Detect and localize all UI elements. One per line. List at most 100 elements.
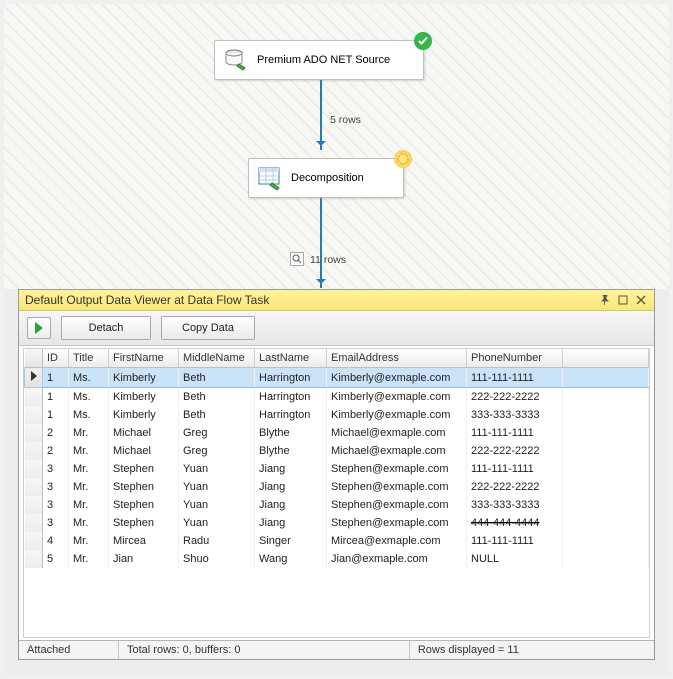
row-selector[interactable]: [25, 496, 43, 514]
cell-last[interactable]: Wang: [255, 550, 327, 568]
cell-middle[interactable]: Shuo: [179, 550, 255, 568]
cell-phone[interactable]: 111-111-1111: [467, 460, 563, 478]
cell-middle[interactable]: Greg: [179, 442, 255, 460]
cell-email[interactable]: Jian@exmaple.com: [327, 550, 467, 568]
cell-id[interactable]: 1: [43, 406, 69, 424]
cell-last[interactable]: Harrington: [255, 406, 327, 424]
cell-first[interactable]: Kimberly: [109, 406, 179, 424]
row-selector[interactable]: [25, 550, 43, 568]
cell-last[interactable]: Harrington: [255, 368, 327, 388]
table-row[interactable]: 3Mr.StephenYuanJiangStephen@exmaple.com3…: [25, 496, 649, 514]
cell-phone[interactable]: 111-111-1111: [467, 424, 563, 442]
cell-phone[interactable]: 222-222-2222: [467, 388, 563, 407]
cell-phone[interactable]: 444-444-4444: [467, 514, 563, 532]
close-icon[interactable]: [634, 293, 648, 307]
cell-middle[interactable]: Radu: [179, 532, 255, 550]
source-node[interactable]: Premium ADO NET Source: [214, 40, 424, 80]
cell-email[interactable]: Mircea@exmaple.com: [327, 532, 467, 550]
table-row[interactable]: 2Mr.MichaelGregBlytheMichael@exmaple.com…: [25, 442, 649, 460]
cell-phone[interactable]: 111-111-1111: [467, 368, 563, 388]
cell-email[interactable]: Michael@exmaple.com: [327, 442, 467, 460]
cell-title[interactable]: Mr.: [69, 550, 109, 568]
column-header-title[interactable]: Title: [69, 349, 109, 368]
viewer-titlebar[interactable]: Default Output Data Viewer at Data Flow …: [19, 290, 654, 311]
decomposition-node[interactable]: Decomposition: [248, 158, 404, 198]
cell-first[interactable]: Stephen: [109, 460, 179, 478]
cell-phone[interactable]: 333-333-3333: [467, 406, 563, 424]
cell-last[interactable]: Blythe: [255, 424, 327, 442]
cell-title[interactable]: Mr.: [69, 442, 109, 460]
table-row[interactable]: 3Mr.StephenYuanJiangStephen@exmaple.com1…: [25, 460, 649, 478]
cell-middle[interactable]: Yuan: [179, 514, 255, 532]
cell-last[interactable]: Jiang: [255, 496, 327, 514]
cell-first[interactable]: Kimberly: [109, 368, 179, 388]
cell-email[interactable]: Stephen@exmaple.com: [327, 460, 467, 478]
column-header-phone[interactable]: PhoneNumber: [467, 349, 563, 368]
connector-2[interactable]: [320, 198, 322, 288]
table-row[interactable]: 1Ms.KimberlyBethHarringtonKimberly@exmap…: [25, 406, 649, 424]
data-grid[interactable]: IDTitleFirstNameMiddleNameLastNameEmailA…: [23, 348, 650, 638]
cell-phone[interactable]: 222-222-2222: [467, 442, 563, 460]
cell-title[interactable]: Ms.: [69, 368, 109, 388]
row-selector[interactable]: [25, 460, 43, 478]
cell-title[interactable]: Mr.: [69, 460, 109, 478]
cell-middle[interactable]: Beth: [179, 406, 255, 424]
row-selector[interactable]: [25, 368, 43, 388]
cell-first[interactable]: Stephen: [109, 478, 179, 496]
table-row[interactable]: 3Mr.StephenYuanJiangStephen@exmaple.com2…: [25, 478, 649, 496]
connector-1[interactable]: [320, 80, 322, 150]
cell-phone[interactable]: 111-111-1111: [467, 532, 563, 550]
row-selector[interactable]: [25, 478, 43, 496]
cell-first[interactable]: Stephen: [109, 514, 179, 532]
cell-email[interactable]: Kimberly@exmaple.com: [327, 388, 467, 407]
cell-first[interactable]: Jian: [109, 550, 179, 568]
cell-title[interactable]: Mr.: [69, 532, 109, 550]
cell-id[interactable]: 3: [43, 496, 69, 514]
column-header-id[interactable]: ID: [43, 349, 69, 368]
cell-title[interactable]: Ms.: [69, 406, 109, 424]
cell-title[interactable]: Mr.: [69, 478, 109, 496]
cell-title[interactable]: Mr.: [69, 496, 109, 514]
cell-middle[interactable]: Yuan: [179, 496, 255, 514]
cell-email[interactable]: Stephen@exmaple.com: [327, 496, 467, 514]
cell-id[interactable]: 1: [43, 388, 69, 407]
cell-email[interactable]: Stephen@exmaple.com: [327, 478, 467, 496]
cell-phone[interactable]: 222-222-2222: [467, 478, 563, 496]
table-row[interactable]: 2Mr.MichaelGregBlytheMichael@exmaple.com…: [25, 424, 649, 442]
cell-phone[interactable]: 333-333-3333: [467, 496, 563, 514]
table-row[interactable]: 3Mr.StephenYuanJiangStephen@exmaple.com4…: [25, 514, 649, 532]
data-viewer-icon[interactable]: [290, 252, 304, 266]
column-header-middle[interactable]: MiddleName: [179, 349, 255, 368]
cell-id[interactable]: 5: [43, 550, 69, 568]
table-row[interactable]: 4Mr.MirceaRaduSingerMircea@exmaple.com11…: [25, 532, 649, 550]
row-selector[interactable]: [25, 442, 43, 460]
maximize-icon[interactable]: [616, 293, 630, 307]
detach-button[interactable]: Detach: [61, 316, 151, 340]
cell-last[interactable]: Blythe: [255, 442, 327, 460]
cell-id[interactable]: 1: [43, 368, 69, 388]
table-row[interactable]: 5Mr.JianShuoWangJian@exmaple.comNULL: [25, 550, 649, 568]
column-header-first[interactable]: FirstName: [109, 349, 179, 368]
cell-email[interactable]: Kimberly@exmaple.com: [327, 406, 467, 424]
row-selector[interactable]: [25, 514, 43, 532]
cell-email[interactable]: Michael@exmaple.com: [327, 424, 467, 442]
pin-icon[interactable]: [598, 293, 612, 307]
cell-last[interactable]: Harrington: [255, 388, 327, 407]
cell-email[interactable]: Stephen@exmaple.com: [327, 514, 467, 532]
column-header-last[interactable]: LastName: [255, 349, 327, 368]
cell-id[interactable]: 4: [43, 532, 69, 550]
table-row[interactable]: 1Ms.KimberlyBethHarringtonKimberly@exmap…: [25, 388, 649, 407]
cell-first[interactable]: Michael: [109, 424, 179, 442]
row-selector[interactable]: [25, 532, 43, 550]
cell-id[interactable]: 2: [43, 442, 69, 460]
column-header-email[interactable]: EmailAddress: [327, 349, 467, 368]
cell-title[interactable]: Mr.: [69, 424, 109, 442]
cell-last[interactable]: Jiang: [255, 514, 327, 532]
cell-last[interactable]: Jiang: [255, 478, 327, 496]
row-selector[interactable]: [25, 424, 43, 442]
cell-email[interactable]: Kimberly@exmaple.com: [327, 368, 467, 388]
cell-middle[interactable]: Greg: [179, 424, 255, 442]
cell-first[interactable]: Mircea: [109, 532, 179, 550]
play-button[interactable]: [27, 317, 51, 339]
cell-last[interactable]: Jiang: [255, 460, 327, 478]
